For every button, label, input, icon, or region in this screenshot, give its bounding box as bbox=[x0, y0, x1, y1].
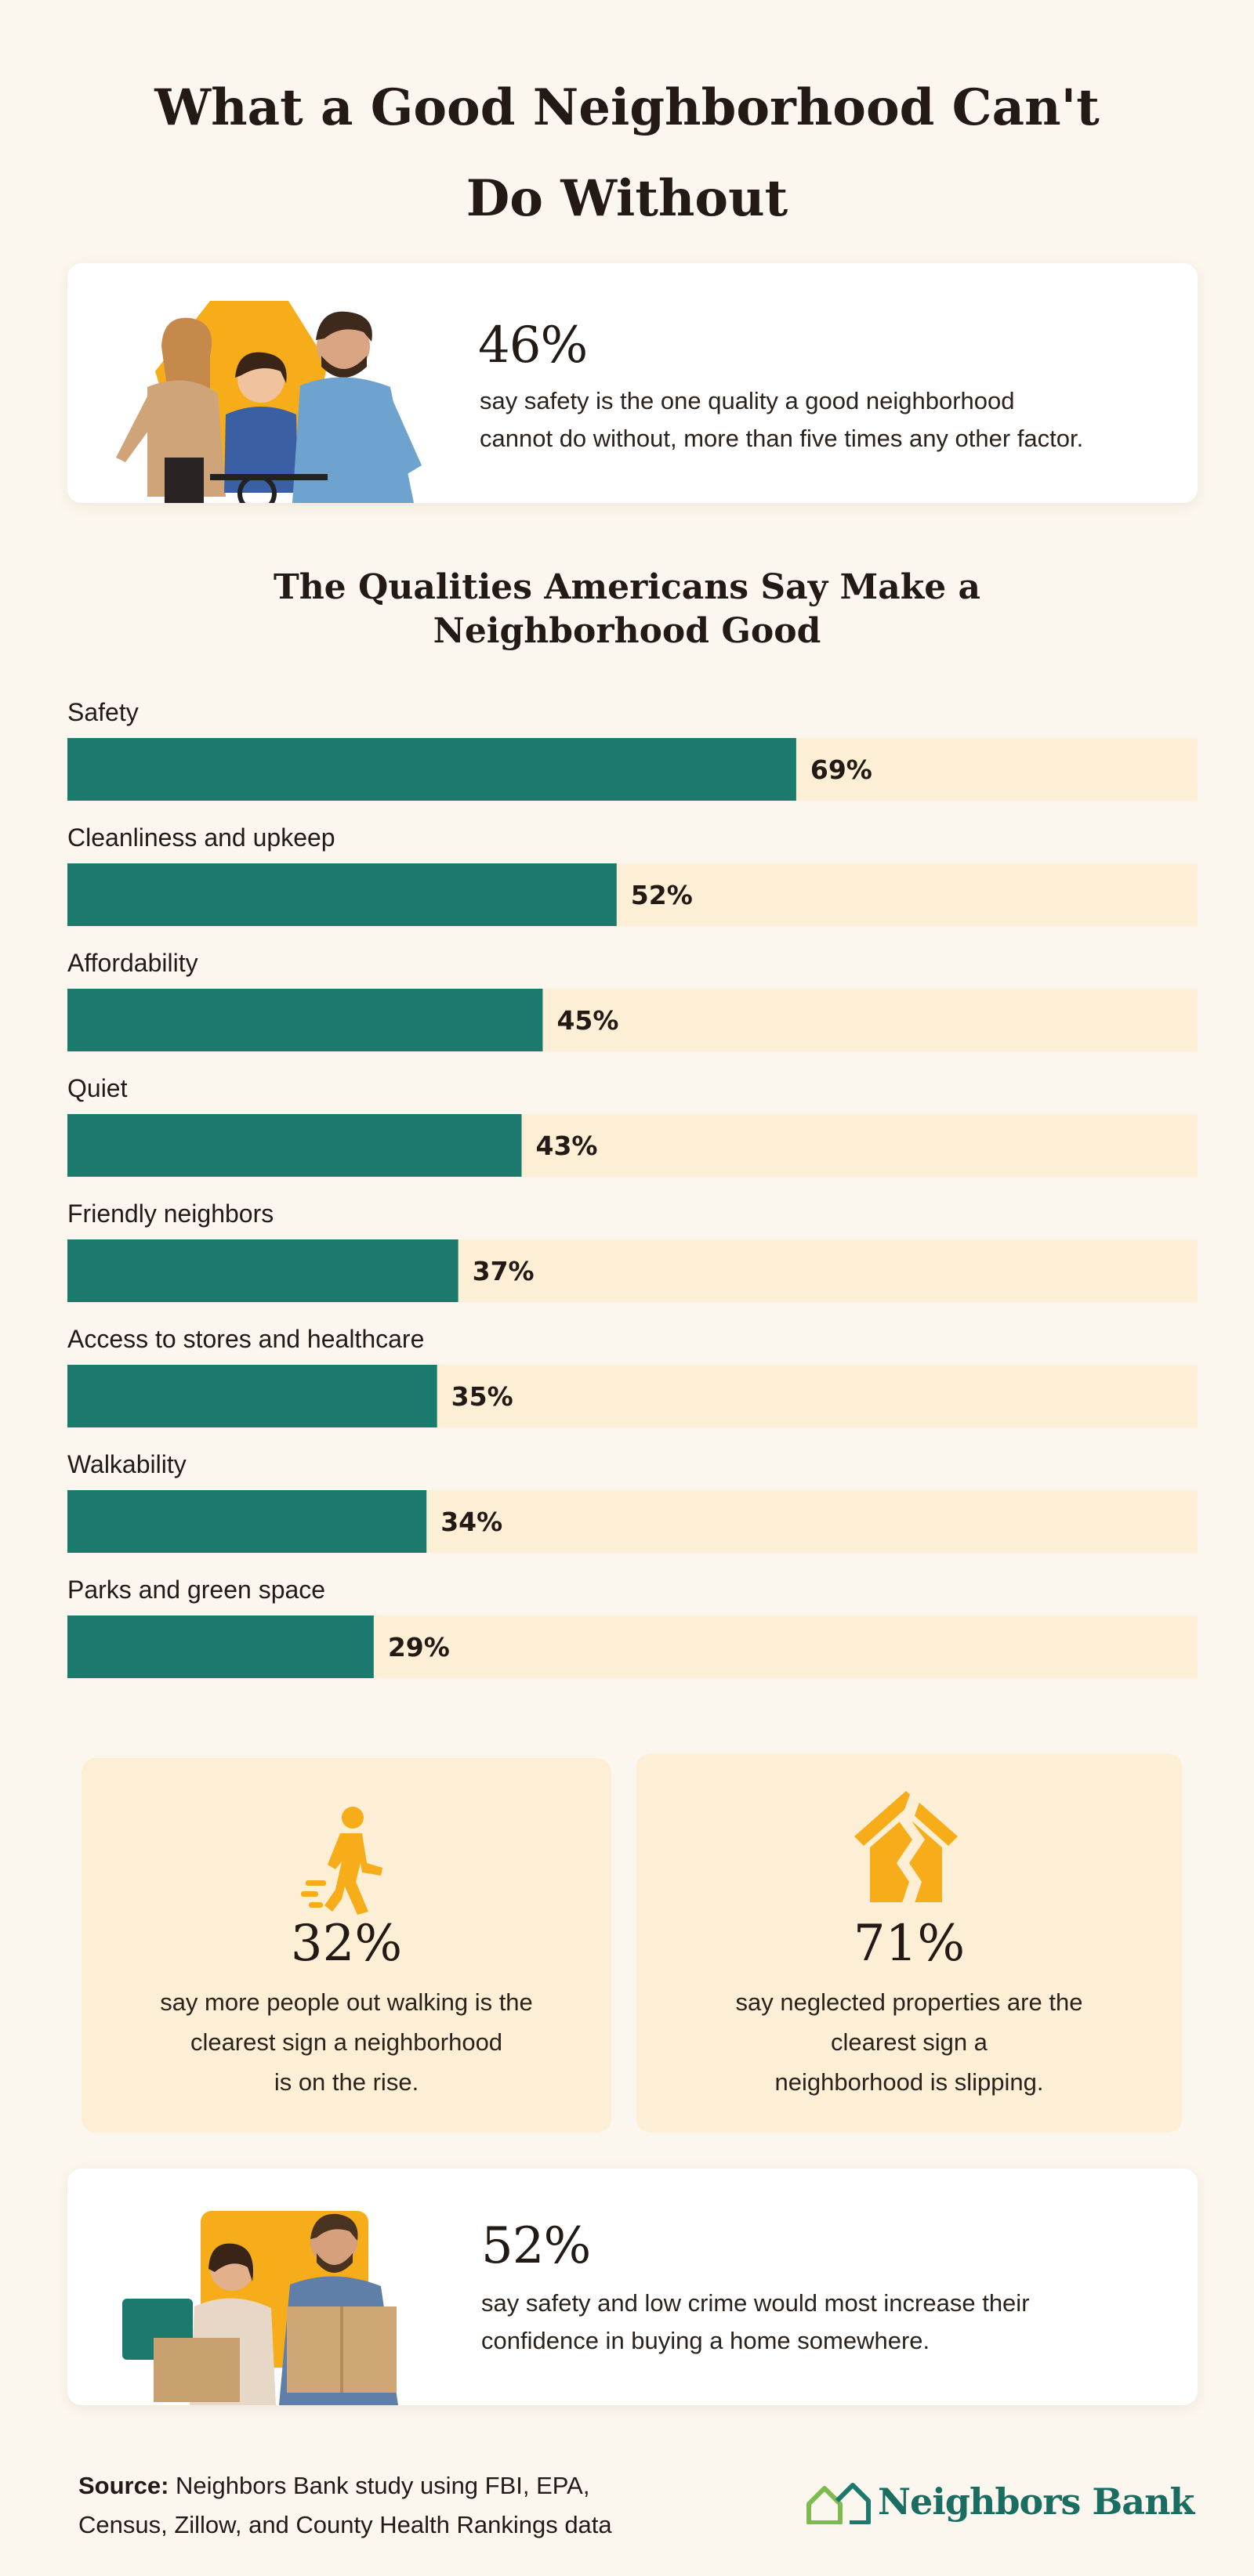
man-hair bbox=[316, 311, 372, 342]
woman-legs bbox=[165, 458, 204, 503]
bar-value-label: 29% bbox=[388, 1632, 450, 1662]
walking-percent: 32% bbox=[290, 1915, 403, 1973]
bar-category-label: Walkability bbox=[67, 1450, 187, 1478]
bar-category-label: Parks and green space bbox=[67, 1576, 325, 1604]
walking-description-line2: clearest sign a neighborhood bbox=[190, 2028, 503, 2056]
box-left bbox=[154, 2338, 240, 2402]
bar-value-label: 69% bbox=[810, 754, 872, 785]
couple-moving-photo bbox=[122, 2211, 398, 2405]
home-buying-percent: 52% bbox=[481, 2217, 591, 2275]
house-outline-icon bbox=[806, 2483, 871, 2524]
bar bbox=[67, 1114, 522, 1177]
home-buying-description-line2: confidence in buying a home somewhere. bbox=[481, 2327, 930, 2354]
walking-stat-card: 32% say more people out walking is the c… bbox=[82, 1758, 611, 2133]
bar bbox=[67, 989, 543, 1051]
bar-value-label: 34% bbox=[440, 1507, 502, 1537]
page-title: What a Good Neighborhood Can't Do Withou… bbox=[0, 63, 1254, 244]
woman-hair bbox=[161, 317, 212, 395]
bar-value-label: 45% bbox=[556, 1005, 618, 1036]
chart-title-line1: The Qualities Americans Say Make a bbox=[273, 567, 981, 607]
walking-description-line3: is on the rise. bbox=[274, 2068, 419, 2096]
chart-title: The Qualities Americans Say Make a Neigh… bbox=[235, 566, 1019, 653]
family-photo bbox=[116, 301, 422, 503]
source-label: Source: bbox=[78, 2472, 169, 2499]
child-hair bbox=[235, 352, 287, 383]
bar-category-label: Access to stores and healthcare bbox=[67, 1325, 424, 1353]
bar-category-label: Safety bbox=[67, 698, 139, 726]
home-buying-description: say safety and low crime would most incr… bbox=[481, 2285, 1030, 2360]
chart-title-line2: Neighborhood Good bbox=[433, 611, 821, 651]
woman-arm bbox=[116, 393, 163, 462]
bar-category-label: Cleanliness and upkeep bbox=[67, 823, 335, 852]
walking-description-line1: say more people out walking is the bbox=[160, 1988, 533, 2016]
bar bbox=[67, 1239, 458, 1302]
source-note: Source: Neighbors Bank study using FBI, … bbox=[78, 2466, 705, 2545]
bar-value-label: 43% bbox=[535, 1131, 597, 1161]
brand-name: Neighbors Bank bbox=[878, 2480, 1194, 2523]
qualities-bar-chart: Safety 69% Cleanliness and upkeep 52% Afford… bbox=[67, 698, 1198, 1678]
walking-description: say more people out walking is the clear… bbox=[82, 1982, 611, 2102]
source-text-line2: Census, Zillow, and County Health Rankin… bbox=[78, 2511, 612, 2538]
man-arm bbox=[375, 395, 422, 475]
bar-value-label: 37% bbox=[473, 1256, 535, 1286]
neglect-description: say neglected properties are the cleares… bbox=[636, 1982, 1182, 2102]
woman-hair bbox=[208, 2243, 253, 2281]
neighbors-bank-logo: Neighbors Bank bbox=[806, 2476, 1194, 2531]
man-beard bbox=[317, 2253, 353, 2273]
source-text-line1: Neighbors Bank study using FBI, EPA, bbox=[176, 2472, 590, 2499]
bar-category-label: Friendly neighbors bbox=[67, 1199, 274, 1228]
child-jacket bbox=[224, 407, 298, 493]
walking-person-icon bbox=[301, 1807, 382, 1915]
man-beard bbox=[321, 356, 367, 378]
neglect-percent: 71% bbox=[853, 1915, 966, 1973]
cracked-house-icon bbox=[854, 1791, 958, 1905]
home-buying-stat-card: 52% say safety and low crime would most … bbox=[67, 2169, 1198, 2405]
man-hair bbox=[310, 2213, 358, 2241]
bar bbox=[67, 1365, 437, 1427]
source-line1: Source: Neighbors Bank study using FBI, … bbox=[78, 2466, 705, 2505]
page-title-line2: Do Without bbox=[466, 169, 788, 228]
bar-category-label: Quiet bbox=[67, 1074, 128, 1102]
home-buying-description-line1: say safety and low crime would most incr… bbox=[481, 2289, 1030, 2317]
bar bbox=[67, 1615, 374, 1678]
neglect-description-line1: say neglected properties are the bbox=[735, 1988, 1083, 2016]
hero-description-line2: cannot do without, more than five times … bbox=[480, 425, 1084, 452]
hero-stat-card: 46% say safety is the one quality a good… bbox=[67, 263, 1198, 503]
page-title-line1: What a Good Neighborhood Can't bbox=[154, 78, 1100, 137]
neglect-description-line2: clearest sign a bbox=[831, 2028, 988, 2056]
bar bbox=[67, 863, 617, 926]
bar-value-label: 52% bbox=[631, 880, 693, 910]
hero-percent: 46% bbox=[478, 317, 588, 374]
neglect-stat-card: 71% say neglected properties are the cle… bbox=[636, 1753, 1182, 2133]
hero-description-line1: say safety is the one quality a good nei… bbox=[480, 387, 1015, 414]
bar-category-label: Affordability bbox=[67, 949, 198, 977]
bar bbox=[67, 738, 796, 801]
bar bbox=[67, 1490, 427, 1553]
neglect-description-line3: neighborhood is slipping. bbox=[774, 2068, 1044, 2096]
bar-value-label: 35% bbox=[451, 1381, 513, 1412]
hero-description: say safety is the one quality a good nei… bbox=[480, 382, 1083, 458]
